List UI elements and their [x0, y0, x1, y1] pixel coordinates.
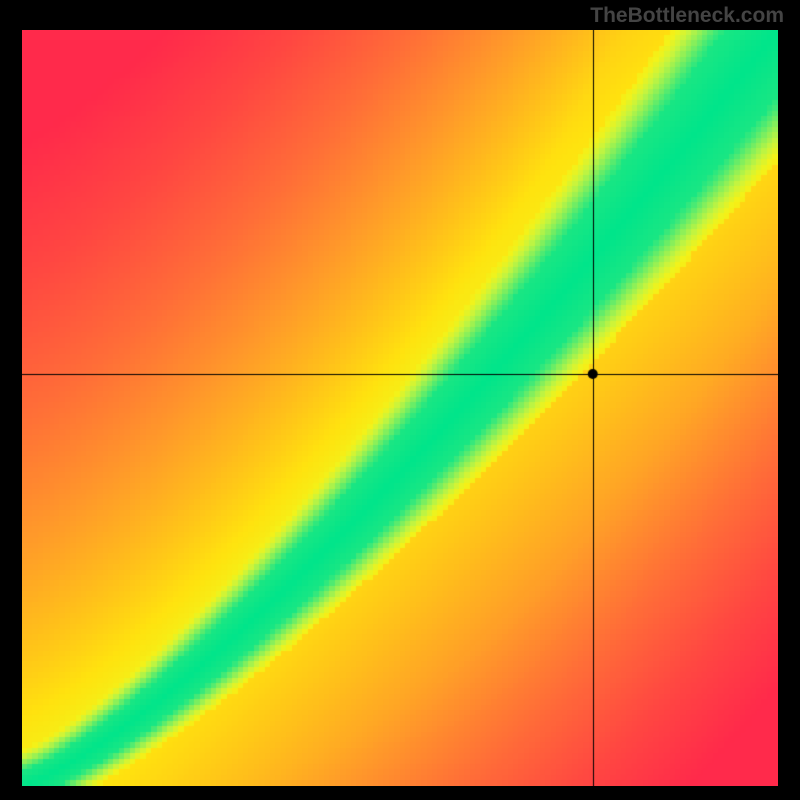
heatmap-canvas — [22, 30, 778, 786]
chart-container: { "watermark": { "text": "TheBottleneck.… — [0, 0, 800, 800]
bottleneck-heatmap — [22, 30, 778, 786]
watermark-text: TheBottleneck.com — [590, 4, 784, 28]
